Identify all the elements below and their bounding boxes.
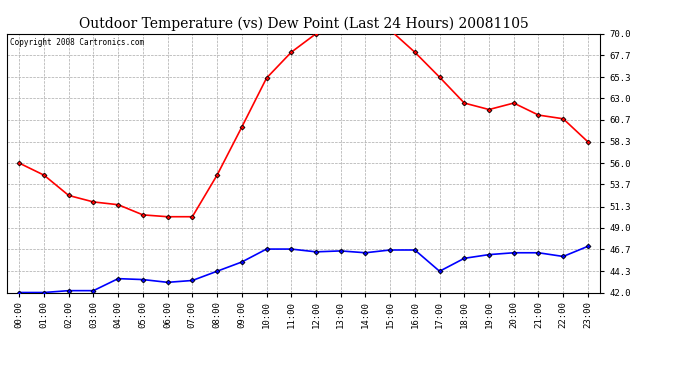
Text: Copyright 2008 Cartronics.com: Copyright 2008 Cartronics.com — [10, 38, 144, 46]
Title: Outdoor Temperature (vs) Dew Point (Last 24 Hours) 20081105: Outdoor Temperature (vs) Dew Point (Last… — [79, 17, 529, 31]
